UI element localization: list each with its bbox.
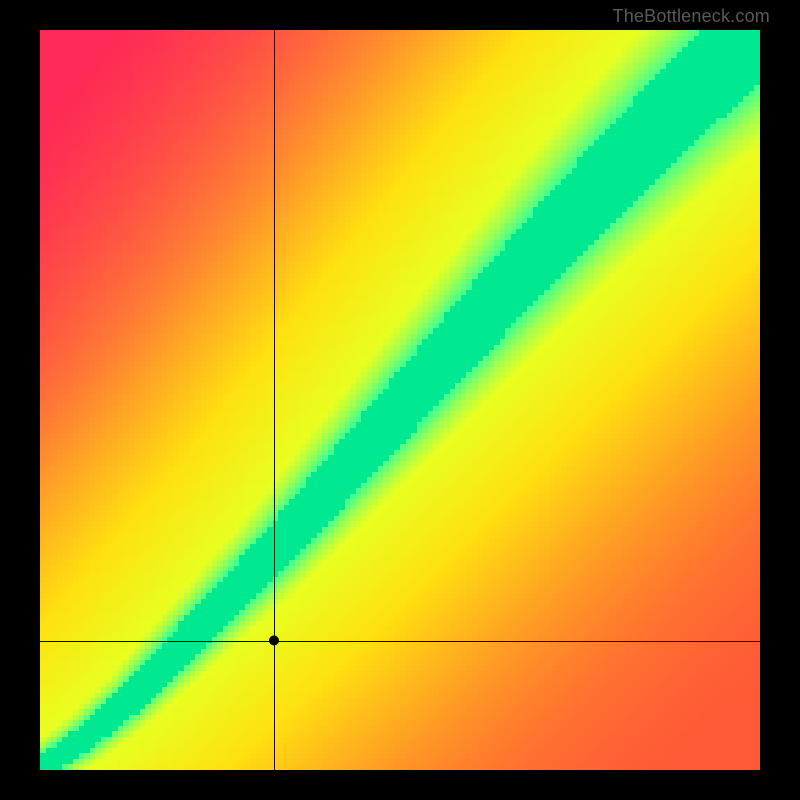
bottleneck-heatmap bbox=[0, 0, 800, 800]
watermark-text: TheBottleneck.com bbox=[613, 6, 770, 27]
